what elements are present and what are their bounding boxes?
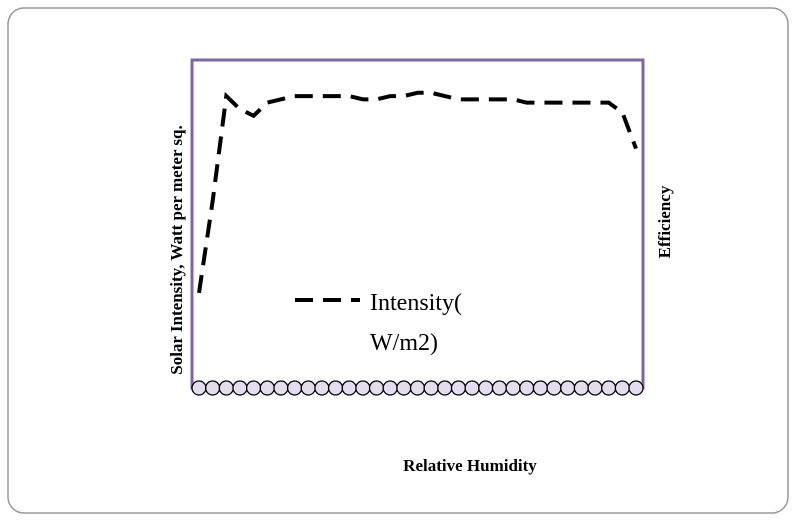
data-point <box>601 380 617 396</box>
data-point <box>478 380 494 396</box>
data-point <box>628 380 644 396</box>
data-point <box>587 380 603 396</box>
data-point <box>205 380 221 396</box>
data-point <box>327 380 344 396</box>
data-line <box>197 90 638 294</box>
data-point <box>341 380 357 396</box>
data-point <box>300 380 316 396</box>
data-point <box>614 380 630 396</box>
data-point <box>491 380 508 396</box>
data-point <box>355 380 371 396</box>
data-point <box>560 380 576 396</box>
data-point <box>573 380 590 396</box>
data-point <box>382 380 398 396</box>
data-point <box>232 380 248 396</box>
y-axis-label: Solar Intensity, Watt per meter sq. <box>167 125 186 375</box>
data-point <box>437 380 453 396</box>
data-point <box>368 380 385 396</box>
data-point <box>464 380 480 396</box>
y2-axis-label: Efficiency <box>655 185 674 258</box>
data-point <box>245 380 262 396</box>
data-point <box>218 380 234 396</box>
data-point <box>532 380 549 396</box>
data-point <box>273 380 289 396</box>
data-point <box>450 380 467 396</box>
data-point <box>191 380 207 396</box>
data-point <box>423 380 439 396</box>
data-point <box>546 380 562 396</box>
data-point <box>505 380 521 396</box>
data-point <box>286 380 303 396</box>
data-point <box>519 380 535 396</box>
frame <box>7 7 789 514</box>
x-axis-label: Relative Humidity <box>403 456 537 475</box>
data-point <box>409 380 426 396</box>
data-point <box>314 380 330 396</box>
data-point <box>396 380 412 396</box>
data-point <box>259 380 275 396</box>
legend-label: Intensity( W/m2) <box>370 290 462 356</box>
